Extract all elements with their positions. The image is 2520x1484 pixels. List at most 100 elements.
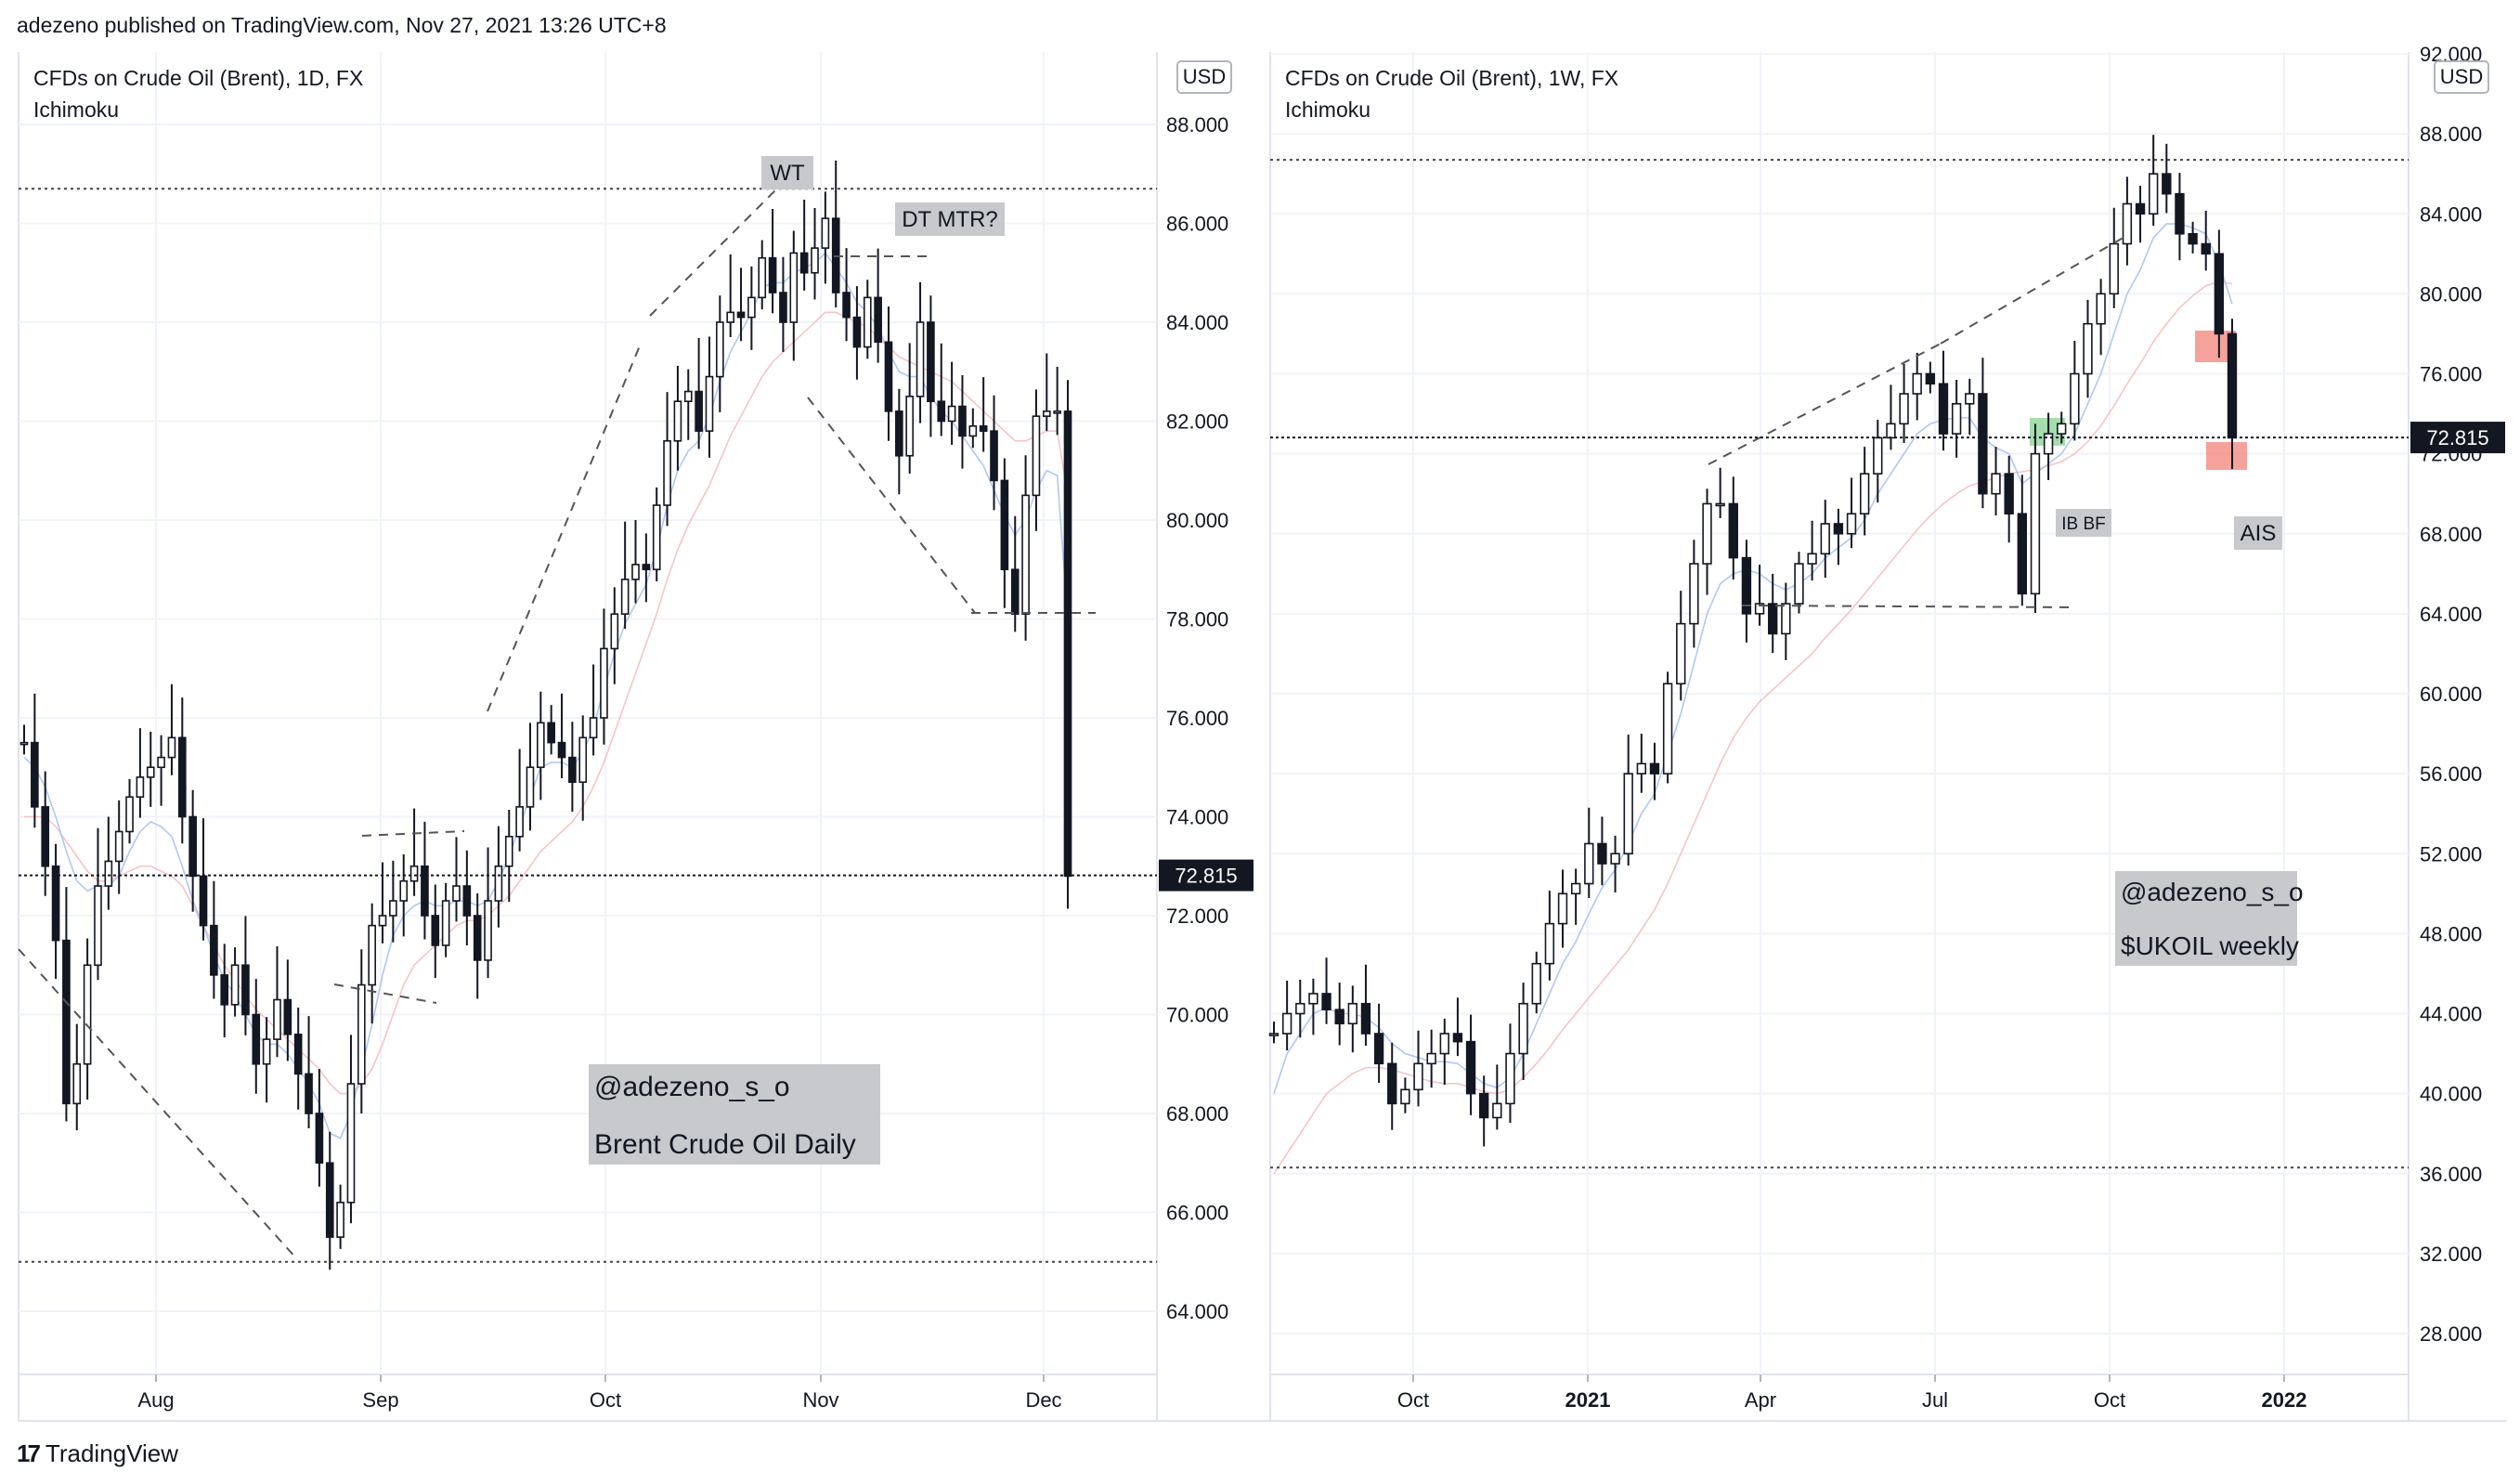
candle-body xyxy=(1873,436,1883,475)
candle-body xyxy=(958,405,967,437)
candle-body xyxy=(31,741,39,808)
left-trendlines xyxy=(18,185,1096,1260)
candle-body xyxy=(2227,332,2238,439)
candle-body xyxy=(1991,473,2001,495)
y-tick-label: 76.000 xyxy=(2420,363,2482,386)
y-tick-label: 28.000 xyxy=(2420,1322,2482,1346)
y-tick-label: 72.000 xyxy=(1166,905,1228,928)
candle-body xyxy=(1053,410,1061,414)
candle-body xyxy=(568,756,577,784)
candle-body xyxy=(1846,513,1857,535)
tradingview-footer[interactable]: 17 TradingView xyxy=(17,1439,178,1468)
candle-body xyxy=(1715,502,1725,507)
right-price-axis[interactable]: 28.000 32.000 36.000 40.000 44.000 48.000 52.0… xyxy=(2420,43,2482,1346)
y-tick-label: 80.000 xyxy=(2420,282,2482,306)
candle-body xyxy=(947,405,956,423)
candle-body xyxy=(494,865,503,902)
y-tick-label: 52.000 xyxy=(2420,842,2482,866)
x-tick-label: Oct xyxy=(1397,1388,1429,1412)
candle-body xyxy=(1281,1012,1292,1035)
right-time-axis[interactable]: Oct 2021 Apr Jul Oct 2022 xyxy=(1397,1374,2307,1412)
candle-body xyxy=(884,341,893,412)
y-tick-label: 88.000 xyxy=(1166,113,1228,137)
left-annotation-wt: WT xyxy=(770,161,805,186)
candle-body xyxy=(1794,563,1804,605)
x-tick-label: Apr xyxy=(1745,1388,1776,1412)
x-tick-label: 2022 xyxy=(2262,1388,2307,1412)
candle-body xyxy=(1032,415,1041,497)
left-trendline-down-2 xyxy=(807,397,976,614)
candle-body xyxy=(2004,473,2014,515)
candle-body xyxy=(83,964,92,1065)
right-last-price-box xyxy=(2410,422,2505,454)
candle-body xyxy=(431,915,440,946)
candle-body xyxy=(2083,322,2093,375)
candle-body xyxy=(1636,762,1647,775)
candle-body xyxy=(167,736,176,759)
right-indicator-label: Ichimoku xyxy=(1285,98,1370,122)
candle-body xyxy=(1689,563,1699,625)
candle-body xyxy=(631,564,640,580)
candle-body xyxy=(1978,393,1988,495)
candle-body xyxy=(1531,962,1541,1005)
y-tick-label: 56.000 xyxy=(2420,762,2482,786)
candle-body xyxy=(1360,1002,1371,1035)
candle-body xyxy=(2057,423,2067,435)
candle-body xyxy=(1597,842,1607,865)
right-currency-box[interactable] xyxy=(2434,60,2489,94)
candle-body xyxy=(673,400,682,442)
candle-body xyxy=(547,722,555,744)
right-trendline-1 xyxy=(1708,343,1942,465)
candle-body xyxy=(1623,773,1633,855)
right-currency-label: USD xyxy=(2440,65,2483,88)
candle-body xyxy=(368,924,376,986)
candle-body xyxy=(2109,242,2119,295)
published-header: adezeno published on TradingView.com, No… xyxy=(17,13,667,37)
candle-body xyxy=(2201,242,2211,255)
left-currency-label: USD xyxy=(1183,65,1226,88)
tenkan-line xyxy=(23,252,1069,1139)
left-trendline-down-1 xyxy=(18,948,298,1260)
candle-body xyxy=(1925,372,1936,385)
y-tick-label: 68.000 xyxy=(2420,523,2482,546)
candle-body xyxy=(968,425,978,437)
left-currency-box[interactable] xyxy=(1176,60,1232,94)
daily-chart[interactable]: 64.000 66.000 68.000 70.000 72.000 74.000 76.0… xyxy=(18,52,1281,1422)
candle-body xyxy=(104,860,113,887)
candle-body xyxy=(1649,762,1660,775)
y-tick-label: 88.000 xyxy=(2420,123,2482,146)
candle-body xyxy=(916,321,925,397)
candle-body xyxy=(346,1083,356,1204)
candle-body xyxy=(1387,1062,1397,1105)
candle-body xyxy=(1268,1033,1279,1036)
right-annotation-ais-box xyxy=(2234,516,2282,550)
left-trendline-mid xyxy=(361,830,465,837)
candle-body xyxy=(1899,393,1909,425)
left-last-price-label: 72.815 xyxy=(1175,865,1237,888)
y-tick-label: 74.000 xyxy=(1166,806,1228,829)
candle-body xyxy=(1413,1062,1423,1091)
candle-body xyxy=(41,806,50,867)
left-annotation-dt: DT MTR? xyxy=(902,207,998,232)
left-time-axis[interactable]: Aug Sep Oct Nov Dec xyxy=(137,1374,1062,1412)
right-trendlines xyxy=(1708,235,2127,608)
tradingview-logo-icon: 17 xyxy=(17,1439,41,1467)
left-price-axis[interactable]: 64.000 66.000 68.000 70.000 72.000 74.000 76.0… xyxy=(1166,113,1228,1323)
left-annotation-wt-box xyxy=(761,156,813,189)
left-trendline-up-1 xyxy=(487,343,642,712)
candle-body xyxy=(2030,452,2041,595)
candle-body xyxy=(473,915,482,961)
candle-body xyxy=(1308,993,1318,1005)
y-tick-label: 36.000 xyxy=(2420,1163,2482,1186)
candle-body xyxy=(1768,603,1778,635)
weekly-chart[interactable]: 28.000 32.000 36.000 40.000 44.000 48.000 52.0… xyxy=(1268,43,2507,1422)
candle-body xyxy=(716,321,724,378)
y-tick-label: 64.000 xyxy=(1166,1300,1228,1323)
candle-body xyxy=(389,900,397,917)
candle-body xyxy=(620,579,630,615)
candle-body xyxy=(72,1062,82,1105)
candle-body xyxy=(1584,842,1594,885)
candle-body xyxy=(1728,502,1738,559)
candle-body xyxy=(1544,922,1555,965)
